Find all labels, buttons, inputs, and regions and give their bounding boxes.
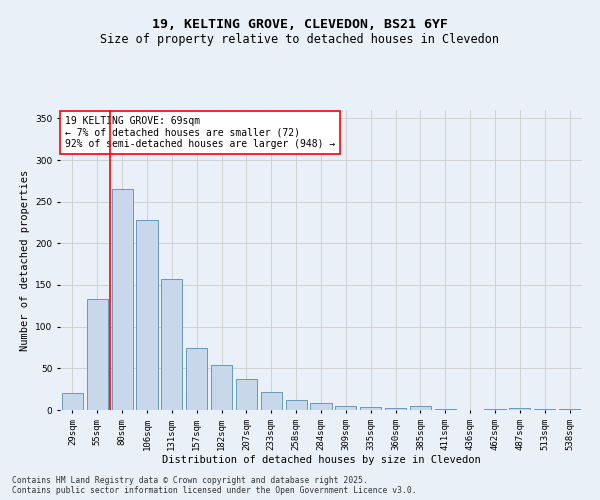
Text: 19 KELTING GROVE: 69sqm
← 7% of detached houses are smaller (72)
92% of semi-det: 19 KELTING GROVE: 69sqm ← 7% of detached… xyxy=(65,116,335,149)
Bar xyxy=(62,394,83,410)
Bar xyxy=(261,392,282,410)
Bar xyxy=(385,408,406,410)
Bar xyxy=(435,409,456,410)
Bar xyxy=(310,402,332,410)
Bar xyxy=(87,299,108,410)
Bar xyxy=(161,279,182,410)
X-axis label: Distribution of detached houses by size in Clevedon: Distribution of detached houses by size … xyxy=(161,456,481,466)
Bar xyxy=(484,409,506,410)
Bar xyxy=(112,189,133,410)
Bar xyxy=(286,400,307,410)
Bar xyxy=(335,406,356,410)
Text: Contains HM Land Registry data © Crown copyright and database right 2025.
Contai: Contains HM Land Registry data © Crown c… xyxy=(12,476,416,495)
Y-axis label: Number of detached properties: Number of detached properties xyxy=(20,170,29,350)
Text: Size of property relative to detached houses in Clevedon: Size of property relative to detached ho… xyxy=(101,32,499,46)
Bar xyxy=(186,348,207,410)
Bar xyxy=(211,365,232,410)
Bar xyxy=(236,379,257,410)
Bar xyxy=(559,409,580,410)
Text: 19, KELTING GROVE, CLEVEDON, BS21 6YF: 19, KELTING GROVE, CLEVEDON, BS21 6YF xyxy=(152,18,448,30)
Bar xyxy=(136,220,158,410)
Bar xyxy=(410,406,431,410)
Bar xyxy=(360,406,381,410)
Bar xyxy=(534,409,555,410)
Bar xyxy=(509,408,530,410)
